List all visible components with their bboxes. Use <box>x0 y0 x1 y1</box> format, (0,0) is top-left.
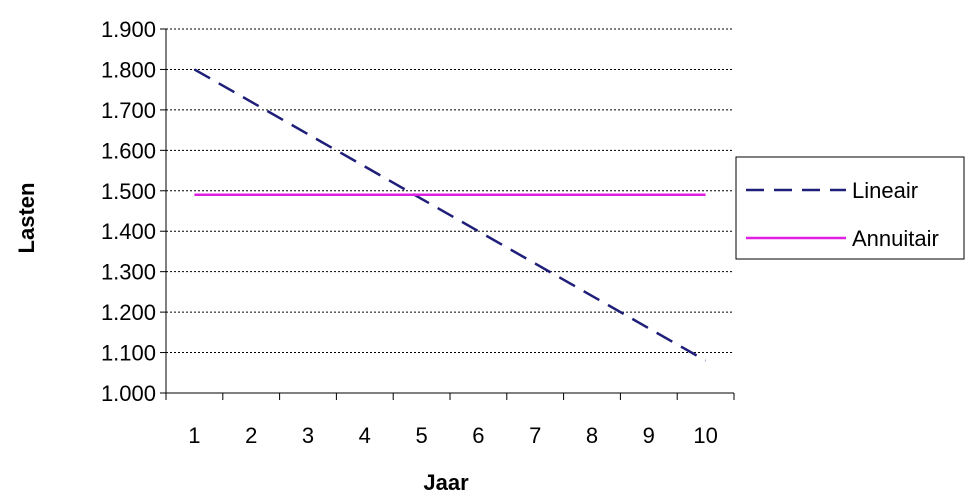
y-tick-label: 1.600 <box>101 138 156 163</box>
grid-lines <box>166 28 734 354</box>
x-axis-title: Jaar <box>423 470 469 495</box>
y-tick-label: 1.300 <box>101 260 156 285</box>
series-line-lineair <box>193 68 707 362</box>
y-tick-label: 1.900 <box>101 17 156 42</box>
x-tick-label: 1 <box>188 423 200 448</box>
x-tick-label: 6 <box>472 423 484 448</box>
x-tick-label: 10 <box>693 423 717 448</box>
y-tick-labels: 1.000 1.100 1.200 1.300 1.400 1.500 1.600 1.700… <box>101 17 156 406</box>
x-tick-labels: 1 2 3 4 5 6 7 8 9 10 <box>188 423 718 448</box>
x-tick-label: 8 <box>586 423 598 448</box>
series-lines <box>193 68 707 362</box>
x-tick-label: 3 <box>302 423 314 448</box>
x-tick-label: 9 <box>643 423 655 448</box>
legend-box <box>735 156 965 260</box>
y-tick-label: 1.100 <box>101 341 156 366</box>
x-tick-label: 4 <box>359 423 371 448</box>
y-tick-label: 1.200 <box>101 300 156 325</box>
x-tick-label: 2 <box>245 423 257 448</box>
legend-label-lineair: Lineair <box>852 178 918 203</box>
y-axis-title: Lasten <box>14 183 39 254</box>
y-tick-label: 1.500 <box>101 179 156 204</box>
legend: Lineair Annuitair <box>735 156 965 260</box>
axes <box>160 28 735 400</box>
x-tick-label: 5 <box>415 423 427 448</box>
y-tick-label: 1.000 <box>101 381 156 406</box>
y-tick-label: 1.700 <box>101 98 156 123</box>
legend-label-annuitair: Annuitair <box>852 226 939 251</box>
y-tick-label: 1.400 <box>101 219 156 244</box>
x-tick-label: 7 <box>529 423 541 448</box>
y-tick-label: 1.800 <box>101 57 156 82</box>
